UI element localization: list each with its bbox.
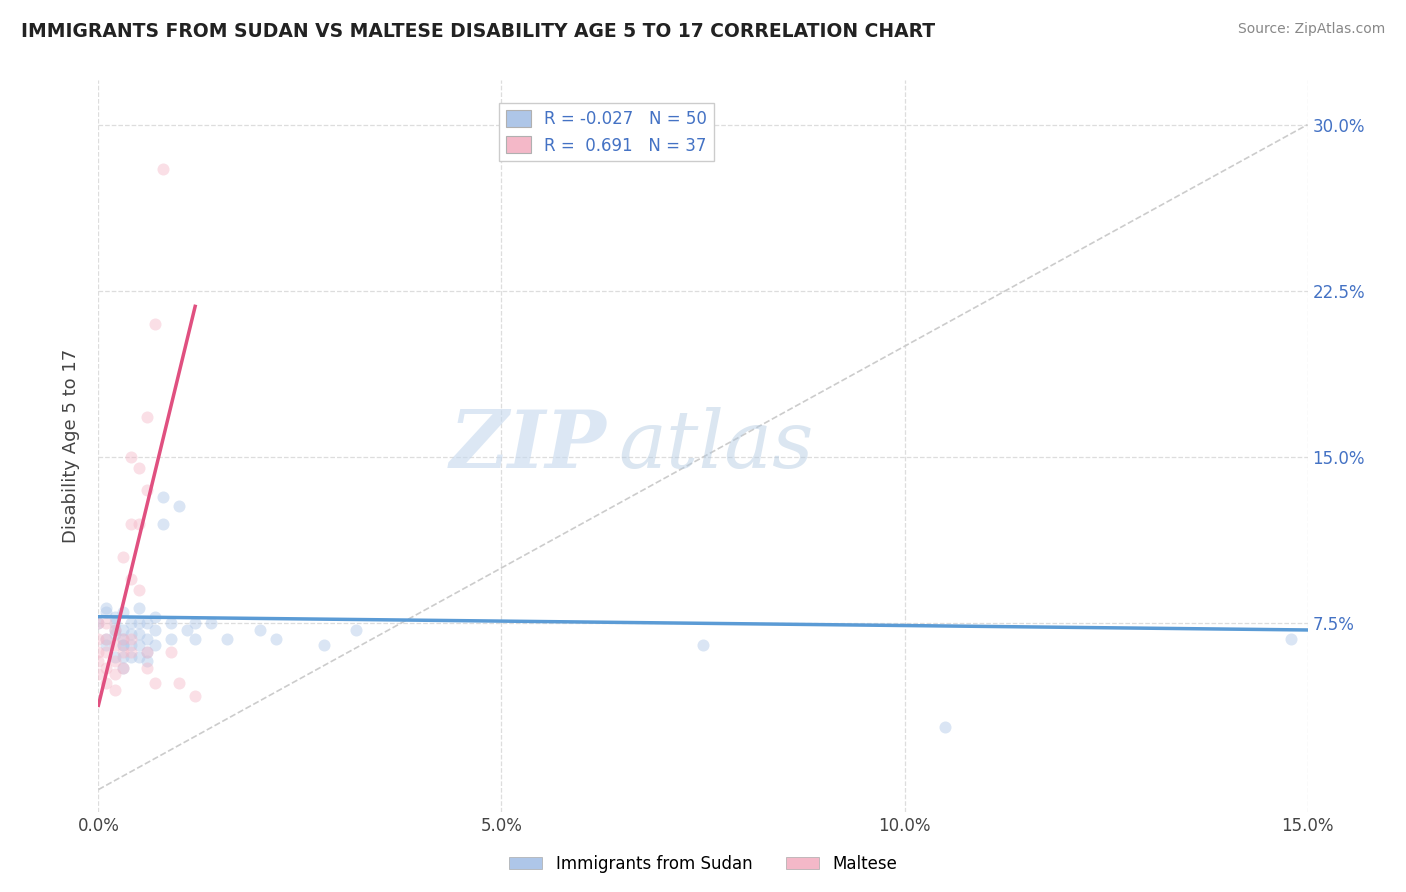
Point [111,660,134,674]
Point [87,616,110,631]
Point [160,616,183,631]
Point [111,645,134,659]
Point [87,632,110,646]
Point [152,516,174,531]
Point [217,632,239,646]
Point [111,632,134,646]
Point [344,623,367,637]
Point [135,410,157,425]
Point [87,645,110,659]
Point [103,639,125,653]
Point [120,632,142,646]
Point [120,639,142,653]
Text: ZIP: ZIP [450,408,606,484]
Point [111,660,134,674]
Point [96,605,118,619]
Point [184,616,207,631]
Point [120,572,142,586]
Point [96,645,118,659]
Point [167,499,190,513]
Point [143,676,166,690]
Point [264,632,287,646]
Legend: Immigrants from Sudan, Maltese: Immigrants from Sudan, Maltese [502,848,904,880]
Point [111,639,134,653]
Point [103,616,125,631]
Point [103,667,125,681]
Point [103,682,125,697]
Point [135,660,157,674]
Point [135,483,157,498]
Point [103,623,125,637]
Point [184,632,207,646]
Point [128,461,150,475]
Point [128,583,150,598]
Legend: R = -0.027   N = 50, R =  0.691   N = 37: R = -0.027 N = 50, R = 0.691 N = 37 [499,103,713,161]
Point [160,645,183,659]
Point [135,645,157,659]
Point [934,721,956,735]
Point [111,623,134,637]
Y-axis label: Disability Age 5 to 17: Disability Age 5 to 17 [62,349,80,543]
Point [120,516,142,531]
Point [120,649,142,664]
Point [184,690,207,704]
Point [143,609,166,624]
Point [1281,632,1303,646]
Point [103,649,125,664]
Point [176,623,198,637]
Point [120,616,142,631]
Point [103,609,125,624]
Point [96,660,118,674]
Point [135,632,157,646]
Point [111,632,134,646]
Point [143,317,166,331]
Point [135,654,157,668]
Point [160,632,183,646]
Text: atlas: atlas [619,408,814,484]
Point [314,639,336,653]
Point [120,450,142,464]
Point [128,627,150,641]
Point [128,616,150,631]
Point [120,645,142,659]
Point [103,623,125,637]
Point [152,490,174,504]
Point [120,627,142,641]
Point [111,605,134,619]
Point [143,623,166,637]
Point [128,600,150,615]
Point [111,639,134,653]
Point [111,649,134,664]
Point [128,639,150,653]
Point [128,516,150,531]
Text: Source: ZipAtlas.com: Source: ZipAtlas.com [1237,22,1385,37]
Point [167,676,190,690]
Point [87,616,110,631]
Point [128,649,150,664]
Point [87,667,110,681]
Point [135,616,157,631]
Point [152,161,174,176]
Point [103,654,125,668]
Point [692,639,714,653]
Point [87,654,110,668]
Point [103,627,125,641]
Point [96,616,118,631]
Point [111,549,134,564]
Point [96,632,118,646]
Point [143,639,166,653]
Point [96,632,118,646]
Point [96,639,118,653]
Point [135,645,157,659]
Point [96,600,118,615]
Point [249,623,271,637]
Point [200,616,222,631]
Text: IMMIGRANTS FROM SUDAN VS MALTESE DISABILITY AGE 5 TO 17 CORRELATION CHART: IMMIGRANTS FROM SUDAN VS MALTESE DISABIL… [21,22,935,41]
Point [96,676,118,690]
